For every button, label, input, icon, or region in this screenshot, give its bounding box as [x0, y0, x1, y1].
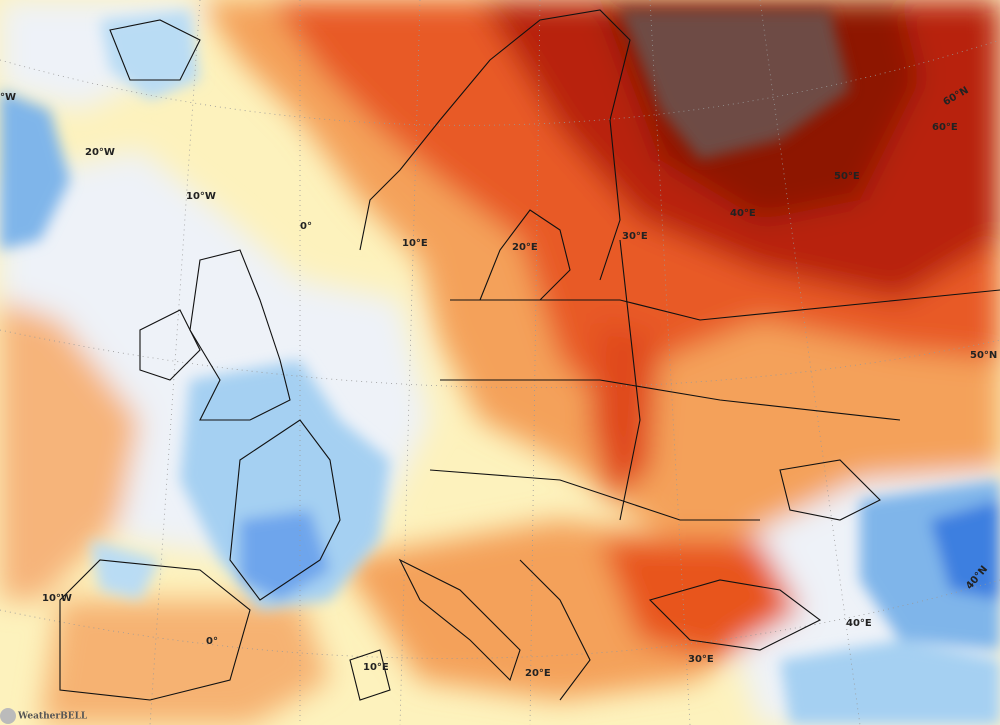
graticule-label: 20°E: [512, 242, 538, 253]
graticule-label: 10°W: [186, 191, 216, 202]
graticule-label: °W: [0, 92, 16, 103]
graticule-label: 10°E: [363, 662, 389, 673]
graticule-label: 30°E: [622, 231, 648, 242]
graticule-label: 30°E: [688, 654, 714, 665]
logo-text: WeatherBELL: [17, 712, 88, 722]
graticule-label: 50°N: [970, 350, 997, 361]
coastlines-borders: [59, 9, 1000, 701]
graticule-label: 20°W: [85, 147, 115, 158]
logo: WeatherBELL: [0, 708, 88, 724]
graticule-label: 40°E: [846, 618, 872, 629]
graticule-label: 10°E: [402, 238, 428, 249]
graticule-label: 60°E: [932, 122, 958, 133]
graticule-label: 0°: [206, 636, 218, 647]
graticule-label: 20°E: [525, 668, 551, 679]
graticule-label: 10°W: [42, 593, 72, 604]
graticule-label: 40°E: [730, 208, 756, 219]
logo-globe: [0, 708, 16, 724]
graticule-label: 50°E: [834, 171, 860, 182]
graticule-label: 0°: [300, 221, 312, 232]
